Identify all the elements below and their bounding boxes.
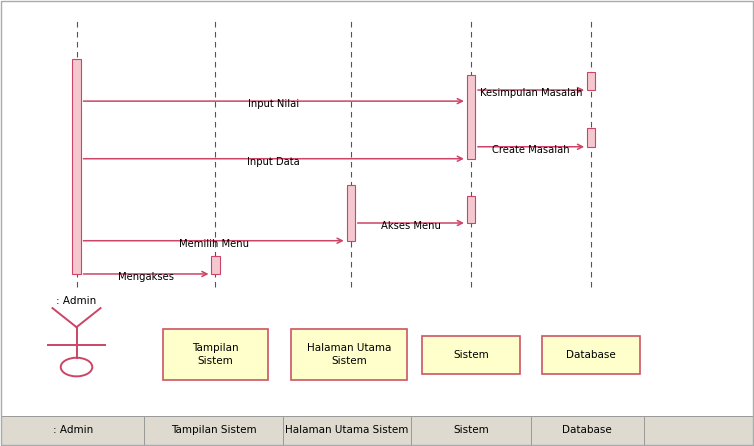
Text: Mengakses: Mengakses <box>118 272 174 282</box>
Text: Database: Database <box>566 350 616 360</box>
Text: : Admin: : Admin <box>57 296 97 306</box>
Bar <box>290 330 407 380</box>
Text: Kesimpulan Masalah: Kesimpulan Masalah <box>480 88 582 98</box>
Bar <box>542 336 640 374</box>
Text: Tampilan Sistem: Tampilan Sistem <box>171 425 256 435</box>
Text: Sistem: Sistem <box>453 350 489 360</box>
Bar <box>2 416 144 445</box>
Bar <box>211 256 219 274</box>
Text: Sistem: Sistem <box>453 425 489 435</box>
Bar <box>422 336 520 374</box>
Bar <box>644 416 752 445</box>
Text: Akses Menu: Akses Menu <box>381 221 441 231</box>
Bar <box>72 59 81 274</box>
Bar <box>347 186 355 241</box>
Text: : Admin: : Admin <box>53 425 93 435</box>
Bar <box>411 416 531 445</box>
Bar <box>144 416 283 445</box>
Text: Input Nilai: Input Nilai <box>248 99 299 109</box>
Bar <box>587 128 595 147</box>
Text: Tampilan
Sistem: Tampilan Sistem <box>192 343 239 367</box>
Bar <box>531 416 644 445</box>
Text: Input Data: Input Data <box>247 157 300 167</box>
Text: Database: Database <box>562 425 612 435</box>
Bar <box>163 330 268 380</box>
Text: Halaman Utama Sistem: Halaman Utama Sistem <box>285 425 409 435</box>
Text: Create Masalah: Create Masalah <box>492 145 570 155</box>
Text: Memilih Menu: Memilih Menu <box>179 239 249 249</box>
Bar <box>467 74 475 159</box>
Bar <box>587 72 595 90</box>
Bar <box>283 416 411 445</box>
Bar <box>467 196 475 223</box>
Text: Halaman Utama
Sistem: Halaman Utama Sistem <box>307 343 391 367</box>
